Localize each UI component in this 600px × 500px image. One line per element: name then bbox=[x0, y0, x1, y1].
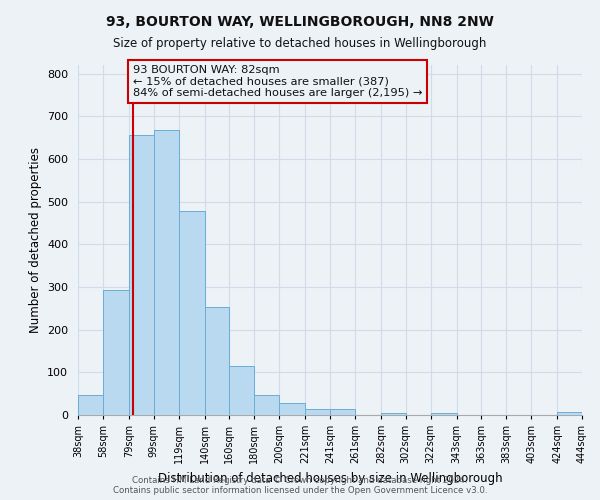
Bar bbox=[330, 410, 355, 415]
Bar bbox=[381, 413, 406, 415]
Bar bbox=[205, 307, 229, 415]
Text: 93 BOURTON WAY: 82sqm
← 15% of detached houses are smaller (387)
84% of semi-det: 93 BOURTON WAY: 82sqm ← 15% of detached … bbox=[133, 65, 422, 98]
Bar bbox=[129, 136, 154, 415]
Bar bbox=[179, 212, 205, 415]
Bar bbox=[431, 413, 457, 415]
Bar bbox=[305, 408, 330, 415]
Text: Size of property relative to detached houses in Wellingborough: Size of property relative to detached ho… bbox=[113, 38, 487, 51]
Bar bbox=[154, 130, 179, 415]
Y-axis label: Number of detached properties: Number of detached properties bbox=[29, 147, 41, 333]
Text: Contains HM Land Registry data © Crown copyright and database right 2024.
Contai: Contains HM Land Registry data © Crown c… bbox=[113, 476, 487, 495]
Bar bbox=[229, 366, 254, 415]
Bar bbox=[279, 403, 305, 415]
Bar bbox=[254, 394, 279, 415]
Bar bbox=[557, 412, 582, 415]
Bar bbox=[103, 290, 129, 415]
X-axis label: Distribution of detached houses by size in Wellingborough: Distribution of detached houses by size … bbox=[158, 472, 502, 484]
Bar bbox=[78, 394, 103, 415]
Text: 93, BOURTON WAY, WELLINGBOROUGH, NN8 2NW: 93, BOURTON WAY, WELLINGBOROUGH, NN8 2NW bbox=[106, 15, 494, 29]
